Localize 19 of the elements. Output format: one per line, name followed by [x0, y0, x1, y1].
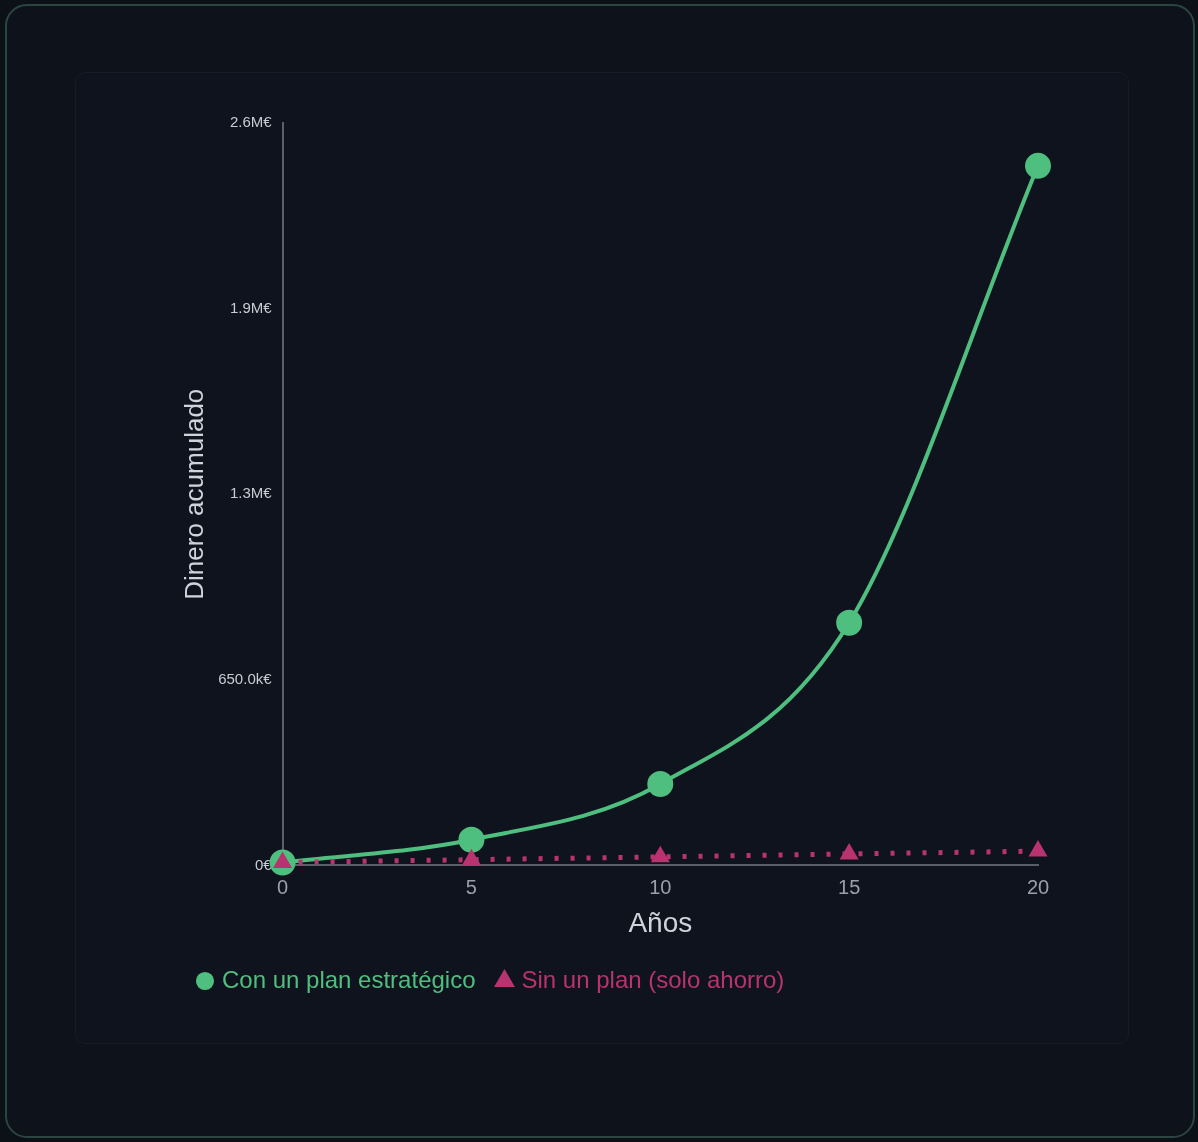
point: [836, 609, 863, 636]
x-tick-label: 20: [1026, 875, 1050, 898]
point: [1028, 840, 1048, 857]
x-tick-label: 5: [465, 875, 477, 898]
x-tick-label: 10: [649, 875, 672, 898]
point: [1025, 152, 1051, 179]
y-tick-label: 1.9M€: [229, 298, 273, 316]
legend-label: Con un plan estratégico: [222, 965, 476, 993]
x-axis-title: Años: [628, 906, 693, 938]
x-tick-label: 15: [838, 875, 861, 898]
legend-label: Sin un plan (solo ahorro): [521, 965, 785, 993]
y-tick-label: 0€: [254, 855, 273, 873]
y-tick-label: 650.0k€: [218, 669, 273, 687]
point: [647, 771, 674, 798]
x-tick-label: 0: [277, 875, 289, 898]
y-tick-label: 2.6M€: [229, 113, 273, 131]
y-axis-title: Dinero acumulado: [178, 388, 209, 600]
y-tick-label: 1.3M€: [229, 484, 273, 502]
point: [458, 826, 485, 853]
